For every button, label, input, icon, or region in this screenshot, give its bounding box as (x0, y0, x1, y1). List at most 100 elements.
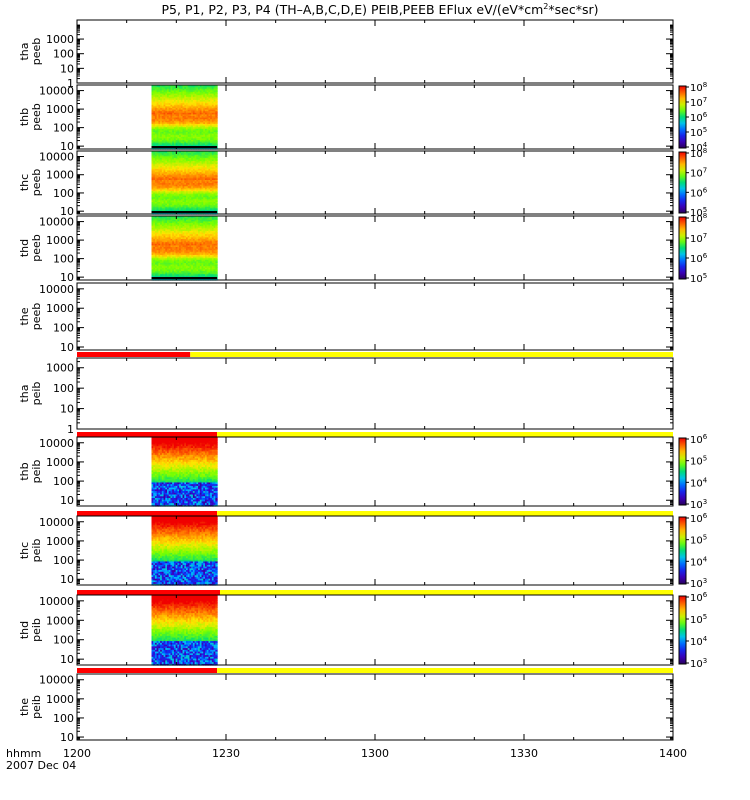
spectrogram-cell (184, 112, 187, 115)
spectrogram-cell (151, 174, 154, 177)
spectrogram-cell (201, 180, 204, 184)
spectrogram-cell (206, 128, 210, 131)
spectrogram-cell (191, 268, 194, 271)
spectrogram-cell (210, 233, 213, 236)
spectrogram-cell (208, 201, 211, 204)
spectrogram-cell (201, 216, 204, 219)
spectrogram-cell (208, 89, 211, 92)
spectrogram-cell (189, 137, 192, 140)
spectrogram-cell (177, 125, 180, 128)
spectrogram-cell (167, 163, 170, 166)
spectrogram-cell (151, 99, 154, 102)
spectrogram-cell (201, 163, 204, 166)
spectrogram-cell (165, 166, 168, 169)
spectrogram-cell (173, 249, 177, 252)
spectrogram-cell (156, 160, 160, 163)
spectrogram-cell (199, 102, 203, 105)
spectrogram-cell (161, 257, 165, 260)
spectrogram-cell (163, 264, 166, 267)
spectrogram-cell (194, 166, 197, 169)
spectrogram-cell (172, 207, 175, 210)
spectrogram-cell (198, 188, 201, 191)
spectrogram-cell (186, 190, 189, 193)
spectrogram-cell (151, 201, 154, 204)
spectrogram-cell (194, 187, 197, 190)
spectrogram-cell (210, 154, 213, 157)
spectrogram-cell (206, 115, 210, 118)
spectrogram-cell (158, 177, 161, 180)
spectrogram-cell (165, 94, 168, 97)
spectrogram-cell (165, 142, 168, 145)
spectrogram-cell (172, 206, 175, 209)
spectrogram-cell (187, 268, 191, 271)
spectrogram-cell (204, 88, 208, 91)
spectrogram-cell (206, 109, 210, 112)
spectrogram-cell (170, 233, 173, 236)
spectrogram-cell (182, 268, 185, 271)
spectrogram-cell (177, 204, 180, 207)
spectrogram-cell (153, 233, 156, 236)
spectrogram-cell (192, 273, 196, 276)
spectrogram-cell (161, 163, 165, 166)
spectrogram-cell (215, 217, 218, 220)
spectrogram-cell (173, 139, 177, 142)
spectrogram-cell (192, 102, 196, 105)
spectrogram-cell (204, 173, 208, 176)
spectrogram-cell (191, 188, 194, 191)
spectrogram-cell (151, 107, 154, 110)
spectrogram-cell (180, 152, 184, 155)
spectrogram-cell (153, 115, 156, 118)
spectrogram-cell (191, 163, 194, 166)
spectrogram-cell (160, 191, 163, 195)
spectrogram-cell (194, 155, 197, 158)
spectrogram-cell (177, 162, 180, 165)
spectrogram-cell (213, 126, 216, 129)
spectrogram-cell (151, 102, 154, 105)
spectrogram-cell (158, 176, 161, 179)
spectrogram-cell (168, 246, 172, 249)
spectrogram-cell (191, 117, 194, 120)
spectrogram-cell (167, 133, 170, 136)
spectrogram-cell (186, 224, 189, 227)
spectrogram-cell (165, 160, 168, 163)
spectrogram-cell (206, 224, 210, 227)
spectrogram-cell (199, 171, 203, 174)
spectrogram-cell (158, 252, 161, 255)
spectrogram-cell (165, 102, 168, 105)
spectrogram-cell (199, 163, 203, 166)
spectrogram-cell (203, 91, 206, 94)
spectrogram-cell (191, 259, 194, 262)
spectrogram-cell (172, 118, 175, 121)
spectrogram-cell (201, 244, 204, 247)
spectrogram-cell (196, 236, 199, 239)
spectrogram-cell (186, 133, 189, 136)
spectrogram-cell (203, 230, 206, 233)
spectrogram-cell (161, 107, 165, 110)
spectrogram-cell (151, 243, 154, 246)
spectrogram-cell (172, 235, 175, 238)
spectrogram-cell (182, 220, 185, 223)
spectrogram-cell (206, 155, 210, 158)
spectrogram-cell (168, 177, 172, 180)
spectrogram-cell (161, 152, 165, 155)
spectrogram-cell (160, 243, 163, 246)
spectrogram-cell (170, 128, 173, 131)
spectrogram-cell (192, 190, 196, 193)
spectrogram-cell (191, 240, 194, 243)
spectrogram-cell (192, 104, 196, 107)
spectrogram-cell (154, 139, 158, 142)
spectrogram-cell (192, 193, 196, 196)
spectrogram-cell (194, 268, 197, 271)
spectrogram-cell (158, 216, 161, 219)
spectrogram-cell (163, 254, 166, 257)
spectrogram-cell (196, 88, 199, 91)
spectrogram-cell (156, 121, 160, 124)
spectrogram-cell (213, 101, 216, 104)
spectrogram-cell (204, 93, 208, 96)
spectrogram-cell (177, 216, 180, 219)
spectrogram-cell (192, 115, 196, 118)
spectrogram-cell (175, 173, 178, 176)
spectrogram-cell (192, 227, 196, 230)
spectrogram-cell (198, 236, 201, 239)
spectrogram-cell (160, 88, 163, 91)
